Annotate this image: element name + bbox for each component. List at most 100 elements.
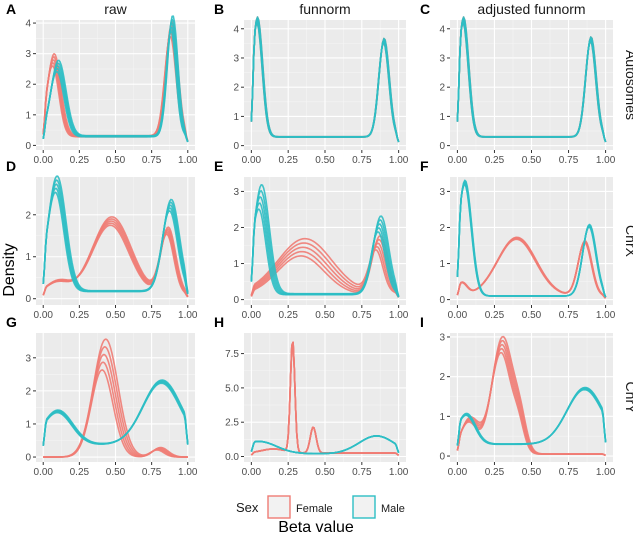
x-tick-label: 0.75: [142, 467, 162, 478]
column-title: raw: [104, 1, 127, 17]
y-tick-label: 3: [233, 187, 239, 198]
y-tick-label: 0: [25, 294, 31, 305]
y-tick-label: 5.0: [225, 383, 239, 394]
x-tick-label: 0.25: [278, 467, 298, 478]
x-tick-label: 1.00: [596, 467, 616, 478]
x-tick-label: 0.25: [278, 155, 298, 166]
density-line-male: [456, 16, 607, 143]
legend-label: Female: [296, 503, 333, 515]
y-tick-label: 2: [439, 223, 445, 234]
row-title: ChrY: [623, 382, 633, 415]
x-tick-label: 0.75: [142, 155, 162, 166]
x-tick-label: 1.00: [596, 155, 616, 166]
x-tick-label: 0.50: [315, 467, 335, 478]
y-tick-label: 4: [25, 19, 31, 30]
row-title: Autosomes: [623, 50, 633, 120]
x-tick-label: 0.75: [559, 310, 579, 321]
density-line-male: [42, 175, 189, 295]
x-tick-label: 0.50: [315, 155, 335, 166]
x-tick-label: 0.75: [352, 310, 372, 321]
x-tick-label: 0.25: [70, 310, 90, 321]
y-tick-label: 0.0: [225, 452, 239, 463]
y-tick-label: 0: [439, 295, 445, 306]
density-line-female: [456, 335, 606, 457]
x-tick-label: 0.50: [106, 155, 126, 166]
y-tick-label: 0: [439, 452, 445, 463]
panel-label: A: [6, 1, 16, 17]
panel-label: C: [420, 1, 430, 17]
y-tick-label: 1: [25, 252, 31, 263]
x-tick-label: 1.00: [389, 467, 409, 478]
y-tick-label: 2: [233, 83, 239, 94]
x-tick-label: 0.25: [485, 310, 505, 321]
x-tick-label: 1.00: [596, 310, 616, 321]
y-tick-label: 2: [439, 372, 445, 383]
x-tick-label: 0.50: [522, 467, 542, 478]
y-tick-label: 0: [233, 141, 239, 152]
y-tick-label: 7.5: [225, 349, 239, 360]
y-tick-label: 2.5: [225, 418, 239, 429]
y-tick-label: 3: [25, 49, 31, 60]
x-tick-label: 0.25: [278, 310, 298, 321]
y-tick-label: 3: [233, 53, 239, 64]
x-tick-label: 0.00: [242, 155, 262, 166]
panel-label: E: [214, 158, 223, 174]
x-tick-label: 0.00: [33, 310, 53, 321]
y-tick-label: 1: [25, 110, 31, 121]
density-line-female: [456, 238, 607, 299]
density-line-male: [456, 179, 607, 298]
density-line-male: [42, 29, 189, 143]
x-tick-label: 0.75: [352, 467, 372, 478]
x-tick-label: 0.50: [315, 310, 335, 321]
panel-label: G: [6, 314, 17, 330]
x-tick-label: 0.75: [352, 155, 372, 166]
x-tick-label: 0.50: [522, 155, 542, 166]
x-tick-label: 0.25: [485, 155, 505, 166]
x-tick-label: 1.00: [178, 467, 198, 478]
density-line-female: [43, 338, 188, 458]
panel-label: I: [420, 314, 424, 330]
y-tick-label: 3: [25, 353, 31, 364]
y-tick-label: 2: [233, 223, 239, 234]
x-tick-label: 0.50: [522, 310, 542, 321]
x-tick-label: 1.00: [389, 310, 409, 321]
density-line-male: [42, 382, 189, 446]
y-tick-label: 2: [439, 83, 445, 94]
density-line-female: [250, 237, 400, 298]
x-tick-label: 0.75: [559, 467, 579, 478]
y-tick-label: 2: [25, 210, 31, 221]
x-tick-label: 0.00: [448, 467, 468, 478]
x-tick-label: 0.50: [106, 467, 126, 478]
y-tick-label: 3: [439, 332, 445, 343]
x-tick-label: 0.00: [242, 467, 262, 478]
x-tick-label: 0.00: [33, 155, 53, 166]
density-line-male: [250, 435, 400, 455]
panel-label: H: [214, 314, 224, 330]
y-tick-label: 0: [233, 295, 239, 306]
y-tick-label: 0: [25, 453, 31, 464]
x-tick-label: 0.75: [142, 310, 162, 321]
x-tick-label: 0.00: [242, 310, 262, 321]
x-tick-label: 1.00: [178, 310, 198, 321]
panel-label: D: [6, 158, 16, 174]
column-title: adjusted funnorm: [477, 1, 585, 17]
y-tick-label: 1: [25, 419, 31, 430]
y-tick-label: 1: [439, 112, 445, 123]
y-tick-label: 2: [25, 80, 31, 91]
density-line-male: [250, 184, 400, 298]
panel-label: B: [214, 1, 224, 17]
density-line-female: [42, 224, 189, 297]
legend-title: Sex: [236, 500, 259, 515]
x-tick-label: 0.00: [448, 155, 468, 166]
column-title: funnorm: [299, 1, 350, 17]
y-tick-label: 1: [439, 259, 445, 270]
y-tick-label: 1: [233, 259, 239, 270]
x-tick-label: 0.00: [448, 310, 468, 321]
y-tick-label: 1: [233, 112, 239, 123]
density-line-male: [250, 16, 400, 143]
x-tick-label: 0.25: [70, 467, 90, 478]
x-tick-label: 0.25: [70, 155, 90, 166]
x-tick-label: 0.25: [485, 467, 505, 478]
